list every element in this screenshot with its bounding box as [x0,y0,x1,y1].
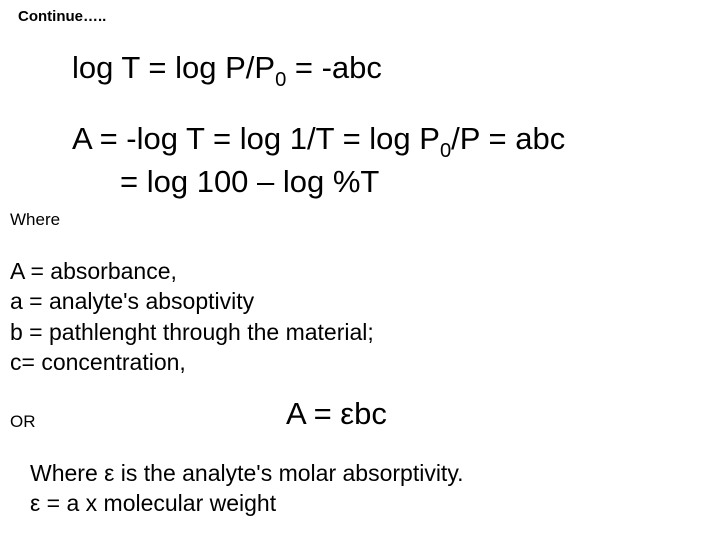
closing-l2: ε = a x molecular weight [30,488,464,518]
eq1-pre: log T = log P/P [72,50,275,85]
eq2-l1-pre: A = -log T = log 1/T = log P [72,121,440,156]
def-c: c= concentration, [10,347,374,377]
eq1-sub: 0 [275,69,286,91]
slide: Continue….. log T = log P/P0 = -abc A = … [0,0,720,540]
closing-l1: Where ε is the analyte's molar absorptiv… [30,458,464,488]
definitions-block: A = absorbance, a = analyte's absoptivit… [10,256,374,377]
equation-beer-lambert: A = εbc [286,396,387,432]
or-label: OR [10,412,36,432]
equation-logT: log T = log P/P0 = -abc [72,50,382,91]
def-b: b = pathlenght through the material; [10,317,374,347]
eq2-line2: = log 100 – log %T [72,163,565,202]
closing-block: Where ε is the analyte's molar absorptiv… [30,458,464,519]
eq1-post: = -abc [286,50,382,85]
equation-A-expanded: A = -log T = log 1/T = log P0/P = abc = … [72,120,565,202]
continue-heading: Continue….. [18,8,106,25]
eq2-l1-post: /P = abc [451,121,565,156]
def-A: A = absorbance, [10,256,374,286]
eq2-line1: A = -log T = log 1/T = log P0/P = abc [72,121,565,156]
def-a: a = analyte's absoptivity [10,286,374,316]
where-label: Where [10,210,60,230]
eq2-l1-sub: 0 [440,140,451,162]
